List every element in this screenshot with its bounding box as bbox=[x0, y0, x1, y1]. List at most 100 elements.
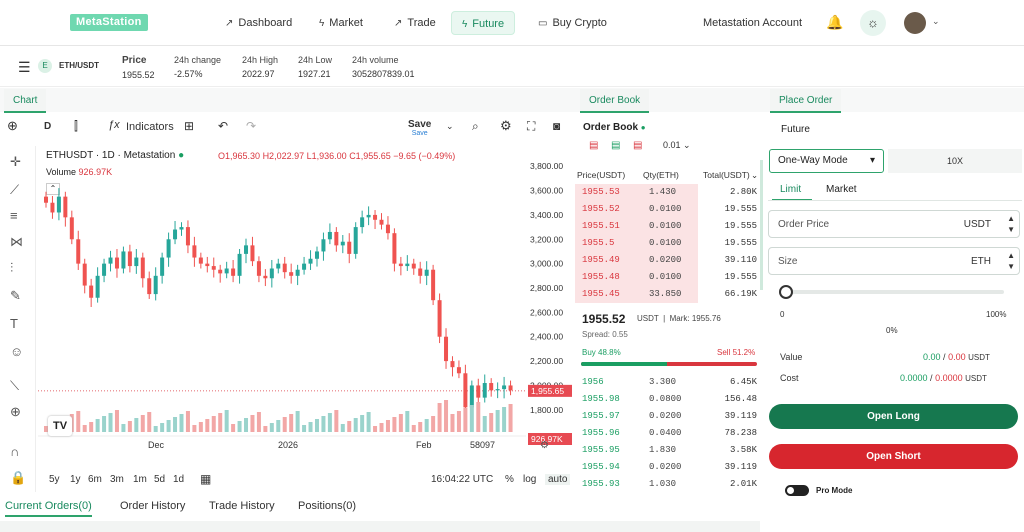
bid-row[interactable]: 1955.94 0.0200 39.119 bbox=[575, 459, 761, 476]
chevron-down-icon[interactable]: ⌄ bbox=[932, 16, 940, 26]
ask-row[interactable]: 1955.49 0.0200 39.110 bbox=[575, 252, 761, 269]
add-icon[interactable]: ⊕ bbox=[7, 118, 18, 133]
ask-row[interactable]: 1955.51 0.0100 19.555 bbox=[575, 218, 761, 235]
range-1m[interactable]: 1m bbox=[133, 474, 147, 485]
bid-row[interactable]: 1955.97 0.0200 39.119 bbox=[575, 408, 761, 425]
trend-icon: ↗ bbox=[225, 18, 234, 29]
size-slider-handle[interactable] bbox=[779, 285, 793, 299]
ask-row[interactable]: 1955.48 0.0100 19.555 bbox=[575, 269, 761, 286]
candle-body bbox=[276, 263, 281, 269]
magnet-icon[interactable]: ∩ bbox=[10, 444, 20, 459]
pro-mode-toggle[interactable] bbox=[785, 485, 809, 496]
undo-icon[interactable]: ↶ bbox=[218, 119, 229, 133]
bell-icon[interactable]: 🔔 bbox=[826, 14, 844, 30]
pair-label[interactable]: ETH/USDT bbox=[59, 61, 99, 70]
zoom-icon[interactable]: ⌕ bbox=[472, 119, 479, 133]
volume-bar bbox=[89, 422, 94, 432]
leverage-button[interactable]: 10X bbox=[888, 149, 1022, 173]
bid-row[interactable]: 1955.93 1.030 2.01K bbox=[575, 476, 761, 493]
range-5d[interactable]: 5d bbox=[154, 474, 166, 485]
row-price: 1955.53 bbox=[582, 187, 620, 197]
size-slider-track[interactable] bbox=[782, 290, 1004, 294]
tab-market[interactable]: Market bbox=[826, 184, 857, 195]
auto-toggle[interactable]: auto bbox=[545, 474, 571, 485]
order-price-input[interactable]: Order Price USDT ▲ ▼ bbox=[768, 210, 1020, 238]
crosshair-icon[interactable]: ✛ bbox=[10, 154, 21, 169]
log-toggle[interactable]: log bbox=[523, 474, 537, 485]
nav-future[interactable]: ϟ Future bbox=[451, 11, 516, 35]
percent-toggle[interactable]: % bbox=[505, 474, 514, 485]
mode-select[interactable]: One-Way Mode ▾ bbox=[769, 149, 884, 173]
bolt-icon: ϟ bbox=[319, 18, 325, 29]
range-1d[interactable]: 1d bbox=[173, 474, 185, 485]
open-short-button[interactable]: Open Short bbox=[769, 444, 1018, 469]
view-bids-icon[interactable]: ▤ bbox=[611, 140, 621, 151]
row-total: 19.555 bbox=[724, 238, 757, 248]
layout-icon[interactable]: ⊞ bbox=[184, 119, 195, 133]
pattern-icon[interactable]: ⋈ bbox=[10, 234, 23, 249]
prediction-icon[interactable]: ⫶ bbox=[10, 260, 14, 275]
chevron-down-icon[interactable]: ⌄ bbox=[446, 121, 454, 131]
tab-order-book[interactable]: Order Book bbox=[580, 89, 650, 113]
bid-row[interactable]: 1955.96 0.0400 78.238 bbox=[575, 425, 761, 442]
ask-row[interactable]: 1955.53 1.430 2.80K bbox=[575, 184, 761, 201]
bid-row[interactable]: 1956 3.300 6.45K bbox=[575, 374, 761, 391]
camera-icon[interactable]: ◙ bbox=[553, 119, 561, 133]
tab-chart[interactable]: Chart bbox=[4, 89, 47, 113]
volume-bar bbox=[418, 422, 423, 432]
tab-order-history[interactable]: Order History bbox=[120, 500, 186, 512]
candle-body bbox=[153, 275, 158, 295]
size-input[interactable]: Size ETH ▲ ▼ bbox=[768, 247, 1020, 275]
menu-icon[interactable]: ☰ bbox=[18, 59, 31, 75]
redo-icon[interactable]: ↷ bbox=[246, 119, 257, 133]
step-select[interactable]: 0.01 ⌄ bbox=[663, 140, 691, 150]
calendar-icon[interactable]: ▦ bbox=[200, 472, 212, 486]
price-chart[interactable]: ETHUSDT · 1D · Metastation ● O1,965.30 H… bbox=[38, 146, 574, 464]
view-both-icon[interactable]: ▤ bbox=[589, 140, 599, 151]
ask-row[interactable]: 1955.52 0.0100 19.555 bbox=[575, 201, 761, 218]
mid-meta: USDT | Mark: 1955.76 bbox=[637, 314, 721, 323]
lock-icon[interactable]: 🔒 bbox=[10, 470, 27, 485]
y-tick-label: 2,800.00 bbox=[530, 283, 563, 293]
tab-place-order[interactable]: Place Order bbox=[770, 89, 842, 113]
range-5y[interactable]: 5y bbox=[49, 474, 60, 485]
nav-dashboard[interactable]: ↗ Dashboard bbox=[225, 17, 293, 29]
avatar[interactable] bbox=[904, 12, 926, 34]
range-1y[interactable]: 1y bbox=[70, 474, 81, 485]
view-asks-icon[interactable]: ▤ bbox=[633, 140, 643, 151]
ask-row[interactable]: 1955.45 33.850 66.19K bbox=[575, 286, 761, 303]
text-icon[interactable]: T bbox=[10, 316, 18, 331]
nav-market[interactable]: ϟ Market bbox=[319, 17, 363, 29]
emoji-icon[interactable]: ☺ bbox=[10, 344, 24, 359]
fullscreen-icon[interactable]: ⛶ bbox=[527, 119, 536, 133]
bid-row[interactable]: 1955.98 0.0800 156.48 bbox=[575, 391, 761, 408]
candle-type-icon[interactable]: ⫿ bbox=[74, 119, 78, 133]
candle-body bbox=[237, 253, 242, 276]
bid-row[interactable]: 1955.95 1.830 3.58K bbox=[575, 442, 761, 459]
save-button[interactable]: Save Save bbox=[408, 119, 432, 137]
nav-trade[interactable]: ↗ Trade bbox=[394, 17, 436, 29]
tab-limit[interactable]: Limit bbox=[772, 182, 812, 201]
settings-icon[interactable]: ⚙ bbox=[500, 118, 512, 133]
nav-buy-crypto[interactable]: ▭ Buy Crypto bbox=[538, 17, 607, 29]
collapse-icon[interactable]: ⌃ bbox=[46, 183, 60, 195]
ruler-icon[interactable]: ⟍ bbox=[10, 378, 20, 393]
tab-positions[interactable]: Positions(0) bbox=[298, 500, 357, 512]
tab-trade-history[interactable]: Trade History bbox=[209, 500, 275, 512]
fib-icon[interactable]: ≡ bbox=[10, 208, 18, 223]
ask-row[interactable]: 1955.5 0.0100 19.555 bbox=[575, 235, 761, 252]
zoom-in-icon[interactable]: ⊕ bbox=[10, 404, 21, 419]
range-6m[interactable]: 6m bbox=[88, 474, 102, 485]
candle-body bbox=[140, 257, 145, 279]
account-link[interactable]: Metastation Account bbox=[703, 17, 803, 29]
theme-toggle-icon[interactable]: ☼ bbox=[860, 10, 886, 36]
trendline-icon[interactable]: ⟋ bbox=[10, 182, 20, 197]
indicators-button[interactable]: Indicators bbox=[126, 121, 174, 133]
range-3m[interactable]: 3m bbox=[110, 474, 124, 485]
logo[interactable]: MetaStation bbox=[70, 14, 148, 31]
open-long-button[interactable]: Open Long bbox=[769, 404, 1018, 429]
tab-current-orders[interactable]: Current Orders(0) bbox=[5, 500, 92, 517]
ob-scroll[interactable] bbox=[760, 160, 763, 290]
interval-button[interactable]: D bbox=[44, 121, 52, 132]
brush-icon[interactable]: ✎ bbox=[10, 288, 21, 303]
